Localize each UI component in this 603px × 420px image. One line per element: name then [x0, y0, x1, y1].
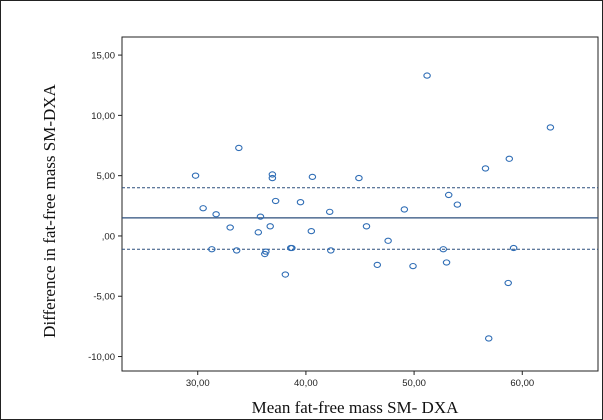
data-point [325, 208, 334, 215]
data-point [423, 72, 431, 79]
data-point [208, 246, 216, 253]
data-point [281, 271, 290, 278]
data-point [362, 223, 371, 230]
y-tick-label: -10,00 [88, 352, 115, 363]
x-tick-label: 60,00 [510, 378, 534, 389]
data-point [226, 224, 234, 231]
data-point [546, 124, 555, 131]
data-point [509, 244, 518, 252]
data-point [296, 199, 305, 206]
data-point [484, 335, 493, 342]
data-points [191, 72, 555, 342]
data-point [400, 206, 409, 213]
data-point [288, 244, 296, 252]
y-tick-label: 10,00 [91, 111, 115, 122]
y-tick-label: -5,00 [93, 292, 115, 303]
data-point [355, 174, 363, 182]
data-point [444, 191, 453, 199]
x-axis-label: Mean fat-free mass SM- DXA [252, 398, 459, 417]
data-point [235, 144, 243, 152]
data-point [453, 201, 462, 208]
data-point [481, 165, 490, 172]
data-point [384, 237, 392, 244]
data-point [199, 205, 207, 212]
data-point [409, 262, 417, 270]
y-tick-label: ,00 [102, 231, 115, 242]
data-point [254, 229, 263, 236]
data-point [271, 197, 280, 205]
x-tick-label: 30,00 [186, 378, 210, 389]
data-point [439, 246, 448, 253]
reference-lines [122, 187, 598, 250]
x-tick-label: 50,00 [402, 378, 426, 389]
data-point [307, 227, 316, 235]
data-point [191, 172, 200, 179]
x-tick-label: 40,00 [294, 378, 318, 389]
plot-area [121, 36, 599, 372]
data-point [262, 248, 270, 255]
data-point [232, 247, 241, 254]
y-tick-label: 5,00 [97, 171, 116, 182]
data-point [504, 279, 512, 287]
data-point [212, 211, 220, 218]
data-point [268, 171, 277, 178]
data-point [327, 247, 335, 254]
data-point [308, 173, 317, 181]
data-point [266, 223, 274, 230]
data-point [268, 174, 277, 182]
y-axis-ticks: 15,00 10,00 5,00 ,00 -5,00 -10,00 [88, 51, 122, 363]
y-tick-label: 15,00 [91, 51, 115, 62]
y-axis-label: Difference in fat-free mass SM-DXA [40, 83, 59, 337]
data-point [256, 213, 265, 220]
data-point [505, 155, 514, 162]
data-point [442, 259, 451, 266]
data-point [373, 261, 382, 269]
x-axis-ticks: 30,00 40,00 50,00 60,00 [186, 371, 534, 389]
